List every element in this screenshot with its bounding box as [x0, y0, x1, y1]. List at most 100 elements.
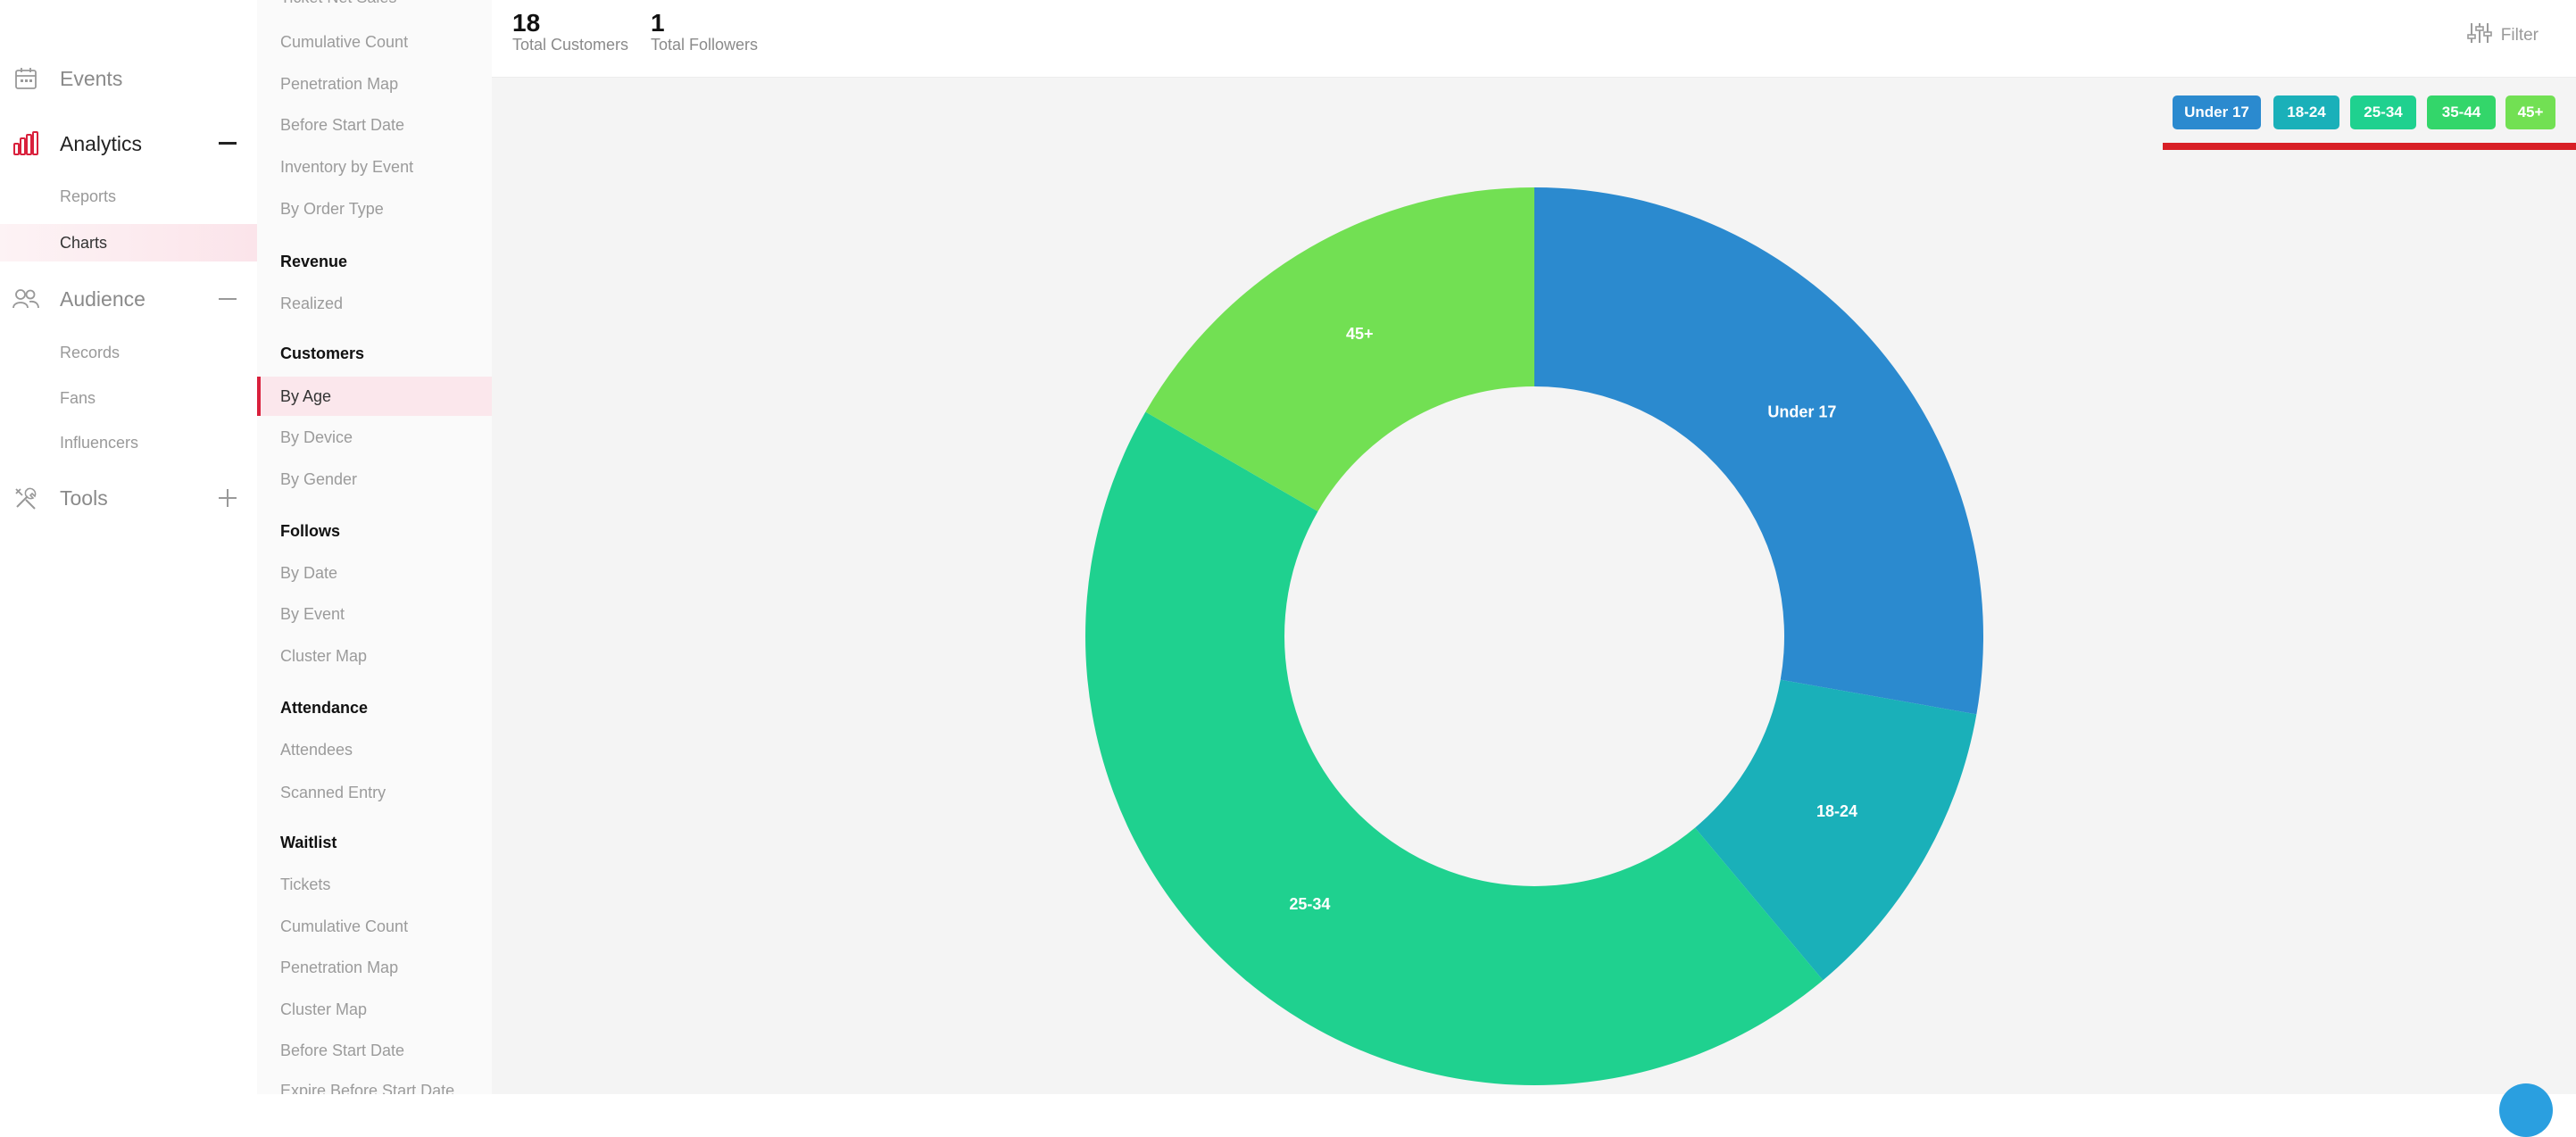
- age-donut-chart: Under 17 18-24 25-34 45+: [1085, 187, 1983, 1085]
- chart-type-item[interactable]: By Date: [257, 553, 492, 593]
- chart-type-item[interactable]: Cluster Map: [257, 990, 492, 1029]
- chart-type-item-label: Cumulative Count: [280, 32, 409, 51]
- nav-item-records[interactable]: Records: [0, 334, 257, 371]
- chart-type-item-label: Before Start Date: [280, 1041, 405, 1059]
- legend-item[interactable]: 45+: [2505, 95, 2555, 129]
- chart-type-item[interactable]: Tickets: [257, 865, 492, 904]
- total-followers-label: Total Followers: [651, 36, 759, 54]
- nav-item-records-label: Records: [60, 343, 120, 361]
- chart-type-item[interactable]: Inventory by Event: [257, 147, 492, 187]
- nav-events[interactable]: Events: [0, 56, 257, 101]
- slice-label: 25-34: [1289, 895, 1330, 913]
- section-heading: Follows: [257, 511, 492, 551]
- chart-type-item[interactable]: Scanned Entry: [257, 773, 492, 812]
- primary-sidebar: Events Analytics Reports Charts Audience…: [0, 0, 257, 1094]
- chart-type-item-label: Penetration Map: [280, 958, 399, 976]
- nav-tools[interactable]: Tools: [0, 476, 257, 520]
- chart-type-item-label: Attendees: [280, 740, 353, 759]
- donut-slice[interactable]: [1085, 411, 1824, 1085]
- legend-underline: [2163, 143, 2576, 150]
- chart-type-item-label: By Event: [280, 604, 345, 623]
- chart-type-item-label: Cluster Map: [280, 646, 368, 665]
- chart-type-item-label: Scanned Entry: [280, 783, 386, 801]
- chart-type-item[interactable]: By Age: [257, 377, 492, 416]
- section-heading-label: Attendance: [280, 698, 369, 717]
- chart-type-item[interactable]: Penetration Map: [257, 948, 492, 987]
- filter-button[interactable]: Filter: [2466, 21, 2539, 50]
- chart-type-item-label: By Device: [280, 427, 353, 446]
- calendar-icon: [12, 65, 39, 92]
- chart-type-item[interactable]: Realized: [257, 284, 492, 323]
- section-heading-label: Customers: [280, 344, 365, 362]
- chart-type-item[interactable]: Attendees: [257, 730, 492, 769]
- chart-type-item-label: By Order Type: [280, 199, 384, 218]
- donut-slice[interactable]: [1534, 187, 1983, 715]
- chart-type-item-label: Expire Before Start Date: [280, 1081, 455, 1095]
- nav-item-reports-label: Reports: [60, 187, 117, 205]
- chart-type-item-label: Penetration Map: [280, 74, 399, 93]
- donut-slice[interactable]: [1694, 679, 1977, 981]
- section-heading: Attendance: [257, 688, 492, 727]
- section-heading-label: Revenue: [280, 252, 348, 270]
- nav-item-fans-label: Fans: [60, 388, 96, 407]
- legend-item[interactable]: Under 17: [2173, 95, 2261, 129]
- section-heading: Waitlist: [257, 823, 492, 862]
- chart-type-item-label: Realized: [280, 294, 344, 312]
- nav-item-fans[interactable]: Fans: [0, 379, 257, 417]
- nav-analytics[interactable]: Analytics: [0, 121, 257, 166]
- chart-type-item-label: Cumulative Count: [280, 917, 409, 935]
- section-heading: Customers: [257, 334, 492, 373]
- chart-type-item-label: Before Start Date: [280, 115, 405, 134]
- collapse-minus-icon[interactable]: [214, 286, 241, 312]
- legend-item[interactable]: 25-34: [2350, 95, 2416, 129]
- nav-analytics-label: Analytics: [60, 131, 143, 155]
- chart-type-item[interactable]: By Gender: [257, 460, 492, 499]
- chart-type-item-label: By Age: [280, 386, 332, 405]
- chart-type-item[interactable]: By Device: [257, 418, 492, 457]
- expand-plus-icon[interactable]: [214, 485, 241, 511]
- filter-label: Filter: [2500, 26, 2539, 45]
- nav-item-charts[interactable]: Charts: [0, 224, 257, 261]
- slice-label: 18-24: [1816, 802, 1857, 820]
- chart-type-item[interactable]: Penetration Map: [257, 64, 492, 104]
- total-customers-value: 18: [512, 9, 541, 37]
- slice-label: 45+: [1346, 325, 1374, 343]
- nav-item-influencers-label: Influencers: [60, 433, 139, 452]
- nav-audience-label: Audience: [60, 286, 145, 311]
- chart-type-item-label: Inventory by Event: [280, 157, 414, 176]
- section-heading: Revenue: [257, 242, 492, 281]
- main-content: 18 Total Customers 1 Total Followers Fil…: [492, 0, 2576, 1094]
- nav-audience[interactable]: Audience: [0, 277, 257, 321]
- legend-item[interactable]: 35-44: [2427, 95, 2496, 129]
- chart-type-item[interactable]: By Event: [257, 594, 492, 634]
- sliders-icon: [2466, 21, 2492, 50]
- nav-item-charts-label: Charts: [60, 233, 108, 252]
- bar-chart-icon: [12, 130, 39, 157]
- total-followers-value: 1: [651, 9, 665, 37]
- people-icon: [12, 286, 39, 312]
- nav-tools-label: Tools: [60, 486, 108, 510]
- chart-type-item-label: Tickets: [280, 875, 331, 893]
- chart-type-item-label: Ticket Net Sales: [280, 0, 396, 7]
- chart-type-item-label: By Gender: [280, 469, 358, 488]
- nav-item-influencers[interactable]: Influencers: [0, 424, 257, 461]
- donut-slice[interactable]: [1145, 187, 1534, 511]
- nav-item-reports[interactable]: Reports: [0, 178, 257, 215]
- chart-type-item[interactable]: Cumulative Count: [257, 22, 492, 62]
- section-heading-label: Waitlist: [280, 833, 337, 851]
- chart-type-item[interactable]: Expire Before Start Date: [257, 1071, 492, 1095]
- chart-type-item[interactable]: Cluster Map: [257, 636, 492, 676]
- legend-item[interactable]: 18-24: [2273, 95, 2339, 129]
- nav-events-label: Events: [60, 66, 123, 90]
- chart-type-item[interactable]: By Order Type: [257, 189, 492, 228]
- collapse-minus-icon[interactable]: [214, 130, 241, 157]
- help-chat-button[interactable]: [2499, 1083, 2553, 1137]
- summary-bar: 18 Total Customers 1 Total Followers Fil…: [492, 0, 2576, 78]
- section-heading-label: Follows: [280, 521, 340, 540]
- chart-type-item[interactable]: Before Start Date: [257, 105, 492, 145]
- chart-type-item[interactable]: Before Start Date: [257, 1031, 492, 1070]
- chart-type-item[interactable]: Ticket Net Sales: [257, 0, 492, 17]
- chart-type-item[interactable]: Cumulative Count: [257, 907, 492, 946]
- total-customers-label: Total Customers: [512, 36, 629, 54]
- chart-type-item-label: By Date: [280, 563, 338, 582]
